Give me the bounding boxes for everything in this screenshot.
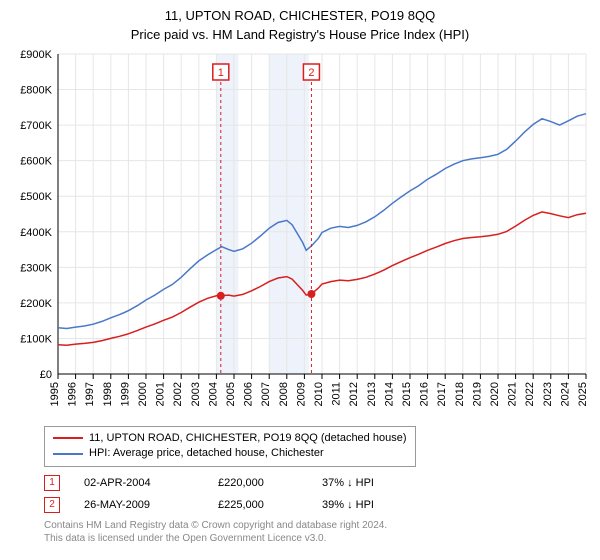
svg-text:2023: 2023 bbox=[542, 382, 554, 406]
svg-text:2016: 2016 bbox=[419, 382, 431, 406]
sale-hpi: 37% ↓ HPI bbox=[322, 477, 402, 489]
svg-text:2: 2 bbox=[308, 67, 314, 79]
svg-text:2017: 2017 bbox=[436, 382, 448, 406]
svg-text:1998: 1998 bbox=[102, 382, 114, 406]
svg-text:2004: 2004 bbox=[207, 382, 219, 406]
svg-text:2012: 2012 bbox=[348, 382, 360, 406]
svg-text:2009: 2009 bbox=[295, 382, 307, 406]
svg-text:£100K: £100K bbox=[20, 333, 52, 345]
svg-text:£0: £0 bbox=[40, 369, 52, 381]
svg-text:2019: 2019 bbox=[471, 382, 483, 406]
svg-text:2024: 2024 bbox=[559, 382, 571, 406]
svg-text:2011: 2011 bbox=[331, 382, 343, 406]
chart-subtitle: Price paid vs. HM Land Registry's House … bbox=[10, 27, 590, 44]
legend-row: 11, UPTON ROAD, CHICHESTER, PO19 8QQ (de… bbox=[53, 431, 407, 446]
svg-text:2002: 2002 bbox=[172, 382, 184, 406]
svg-text:1995: 1995 bbox=[49, 382, 61, 406]
svg-text:1997: 1997 bbox=[84, 382, 96, 406]
sale-hpi: 39% ↓ HPI bbox=[322, 499, 402, 511]
sale-marker: 2 bbox=[44, 497, 60, 513]
sale-date: 02-APR-2004 bbox=[84, 477, 194, 489]
svg-text:2003: 2003 bbox=[190, 382, 202, 406]
sale-row: 2 26-MAY-2009 £225,000 39% ↓ HPI bbox=[44, 497, 590, 513]
svg-text:2018: 2018 bbox=[454, 382, 466, 406]
footer-line-1: Contains HM Land Registry data © Crown c… bbox=[44, 519, 590, 532]
svg-text:2008: 2008 bbox=[278, 382, 290, 406]
sale-price: £220,000 bbox=[218, 477, 298, 489]
svg-text:1996: 1996 bbox=[67, 382, 79, 406]
legend-label: 11, UPTON ROAD, CHICHESTER, PO19 8QQ (de… bbox=[89, 431, 407, 446]
chart-area: £0 £100K £200K £300K £400K £500K £600K £700K £80… bbox=[10, 50, 590, 420]
sale-row: 1 02-APR-2004 £220,000 37% ↓ HPI bbox=[44, 475, 590, 491]
footer-attribution: Contains HM Land Registry data © Crown c… bbox=[44, 519, 590, 545]
svg-text:£400K: £400K bbox=[20, 227, 52, 239]
legend-label: HPI: Average price, detached house, Chic… bbox=[89, 446, 324, 461]
svg-text:£600K: £600K bbox=[20, 155, 52, 167]
svg-text:2013: 2013 bbox=[366, 382, 378, 406]
svg-text:£900K: £900K bbox=[20, 50, 52, 61]
svg-text:2005: 2005 bbox=[225, 382, 237, 406]
legend-row: HPI: Average price, detached house, Chic… bbox=[53, 446, 407, 461]
svg-text:2015: 2015 bbox=[401, 382, 413, 406]
sale-date: 26-MAY-2009 bbox=[84, 499, 194, 511]
svg-text:£300K: £300K bbox=[20, 262, 52, 274]
svg-text:2021: 2021 bbox=[507, 382, 519, 406]
svg-text:2010: 2010 bbox=[313, 382, 325, 406]
legend-swatch bbox=[53, 453, 83, 455]
svg-text:2014: 2014 bbox=[383, 382, 395, 406]
svg-text:2007: 2007 bbox=[260, 382, 272, 406]
svg-text:£700K: £700K bbox=[20, 120, 52, 132]
svg-text:2020: 2020 bbox=[489, 382, 501, 406]
svg-text:2006: 2006 bbox=[243, 382, 255, 406]
sale-price: £225,000 bbox=[218, 499, 298, 511]
footer-line-2: This data is licensed under the Open Gov… bbox=[44, 532, 590, 545]
svg-text:£200K: £200K bbox=[20, 298, 52, 310]
svg-text:2025: 2025 bbox=[577, 382, 589, 406]
svg-text:2022: 2022 bbox=[524, 382, 536, 406]
svg-text:£800K: £800K bbox=[20, 84, 52, 96]
sale-marker: 1 bbox=[44, 475, 60, 491]
legend-swatch bbox=[53, 437, 83, 439]
svg-text:1999: 1999 bbox=[119, 382, 131, 406]
sales-table: 1 02-APR-2004 £220,000 37% ↓ HPI 2 26-MAY-200… bbox=[44, 475, 590, 513]
chart-title: 11, UPTON ROAD, CHICHESTER, PO19 8QQ bbox=[10, 8, 590, 25]
line-chart: £0 £100K £200K £300K £400K £500K £600K £700K £80… bbox=[10, 50, 590, 420]
svg-text:1: 1 bbox=[218, 67, 224, 79]
svg-text:2000: 2000 bbox=[137, 382, 149, 406]
legend: 11, UPTON ROAD, CHICHESTER, PO19 8QQ (de… bbox=[44, 426, 416, 467]
svg-text:£500K: £500K bbox=[20, 191, 52, 203]
svg-text:2001: 2001 bbox=[155, 382, 167, 406]
chart-container: 11, UPTON ROAD, CHICHESTER, PO19 8QQ Pri… bbox=[0, 0, 600, 560]
